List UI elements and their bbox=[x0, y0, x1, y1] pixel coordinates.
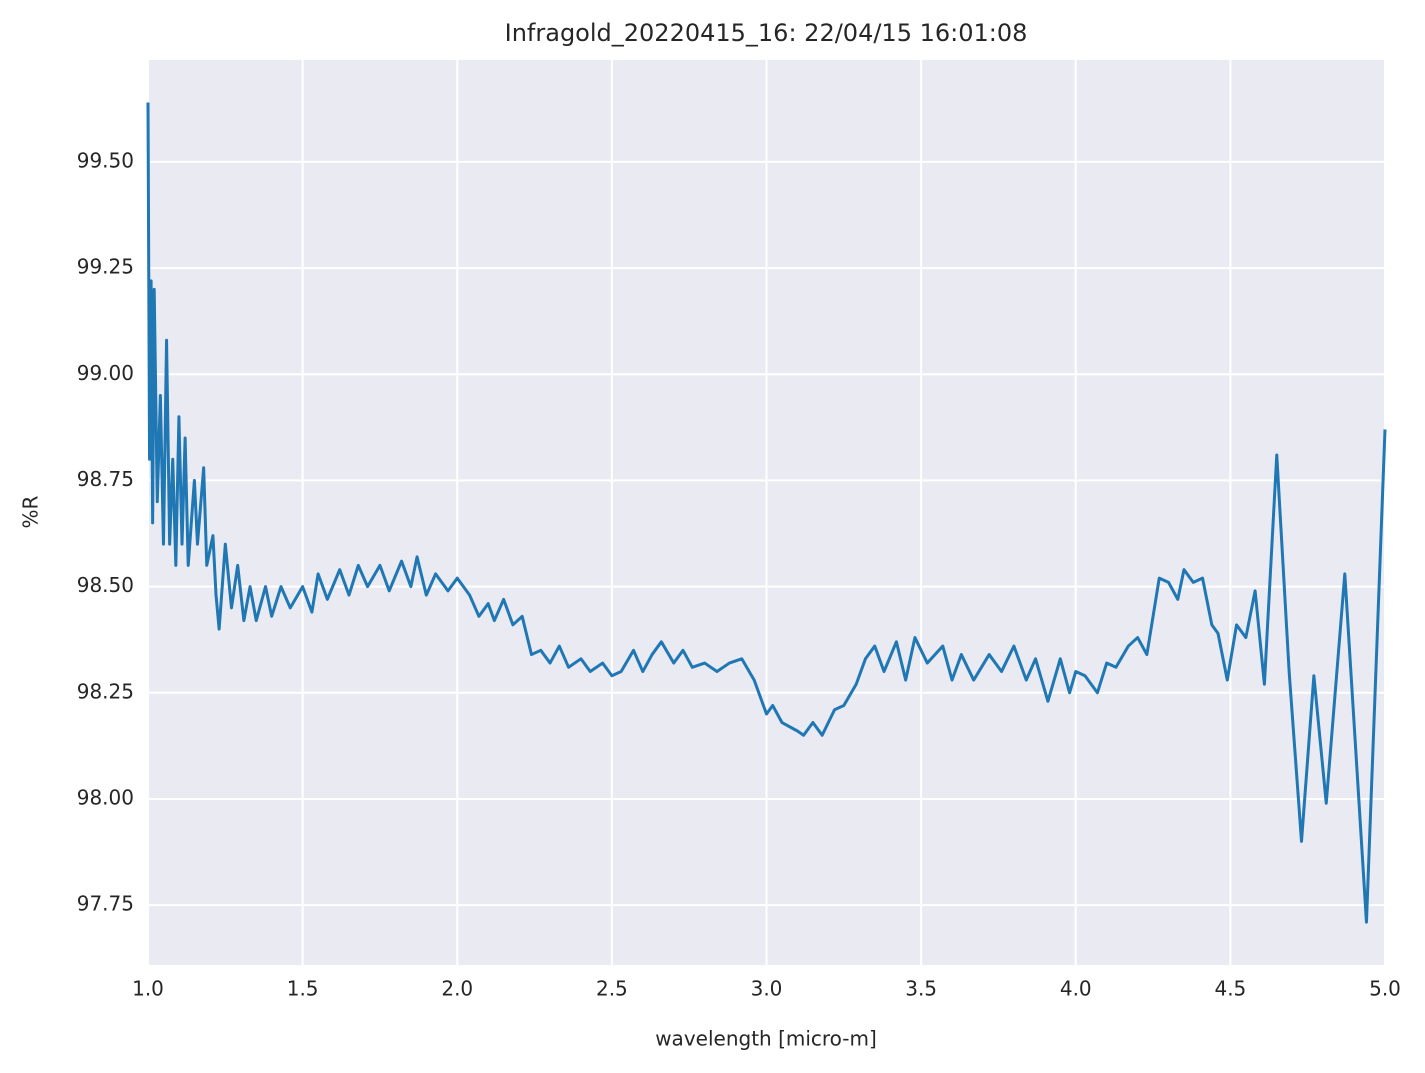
x-tick-label: 4.0 bbox=[1060, 977, 1092, 1001]
y-tick-label: 99.50 bbox=[77, 148, 134, 172]
data-line bbox=[146, 102, 1387, 924]
y-tick-label: 98.50 bbox=[77, 573, 134, 597]
x-tick-label: 5.0 bbox=[1369, 977, 1401, 1001]
x-tick-label: 3.5 bbox=[905, 977, 937, 1001]
x-tick-label: 4.5 bbox=[1214, 977, 1246, 1001]
chart-title: Infragold_20220415_16: 22/04/15 16:01:08 bbox=[505, 19, 1028, 47]
grid bbox=[147, 60, 1386, 965]
y-axis-label: %R bbox=[19, 495, 43, 528]
x-tick-label: 3.0 bbox=[751, 977, 783, 1001]
x-tick-label: 1.5 bbox=[287, 977, 319, 1001]
y-tick-label: 99.00 bbox=[77, 361, 134, 385]
x-axis-label: wavelength [micro-m] bbox=[655, 1027, 877, 1051]
y-tick-label: 98.75 bbox=[77, 467, 134, 491]
y-tick-label: 97.75 bbox=[77, 892, 134, 916]
y-tick-label: 98.00 bbox=[77, 785, 134, 809]
x-tick-label: 1.0 bbox=[132, 977, 164, 1001]
x-tick-label: 2.0 bbox=[441, 977, 473, 1001]
marks bbox=[146, 102, 1387, 924]
y-tick-label: 99.25 bbox=[77, 255, 134, 279]
y-tick-label: 98.25 bbox=[77, 679, 134, 703]
x-tick-label: 2.5 bbox=[596, 977, 628, 1001]
